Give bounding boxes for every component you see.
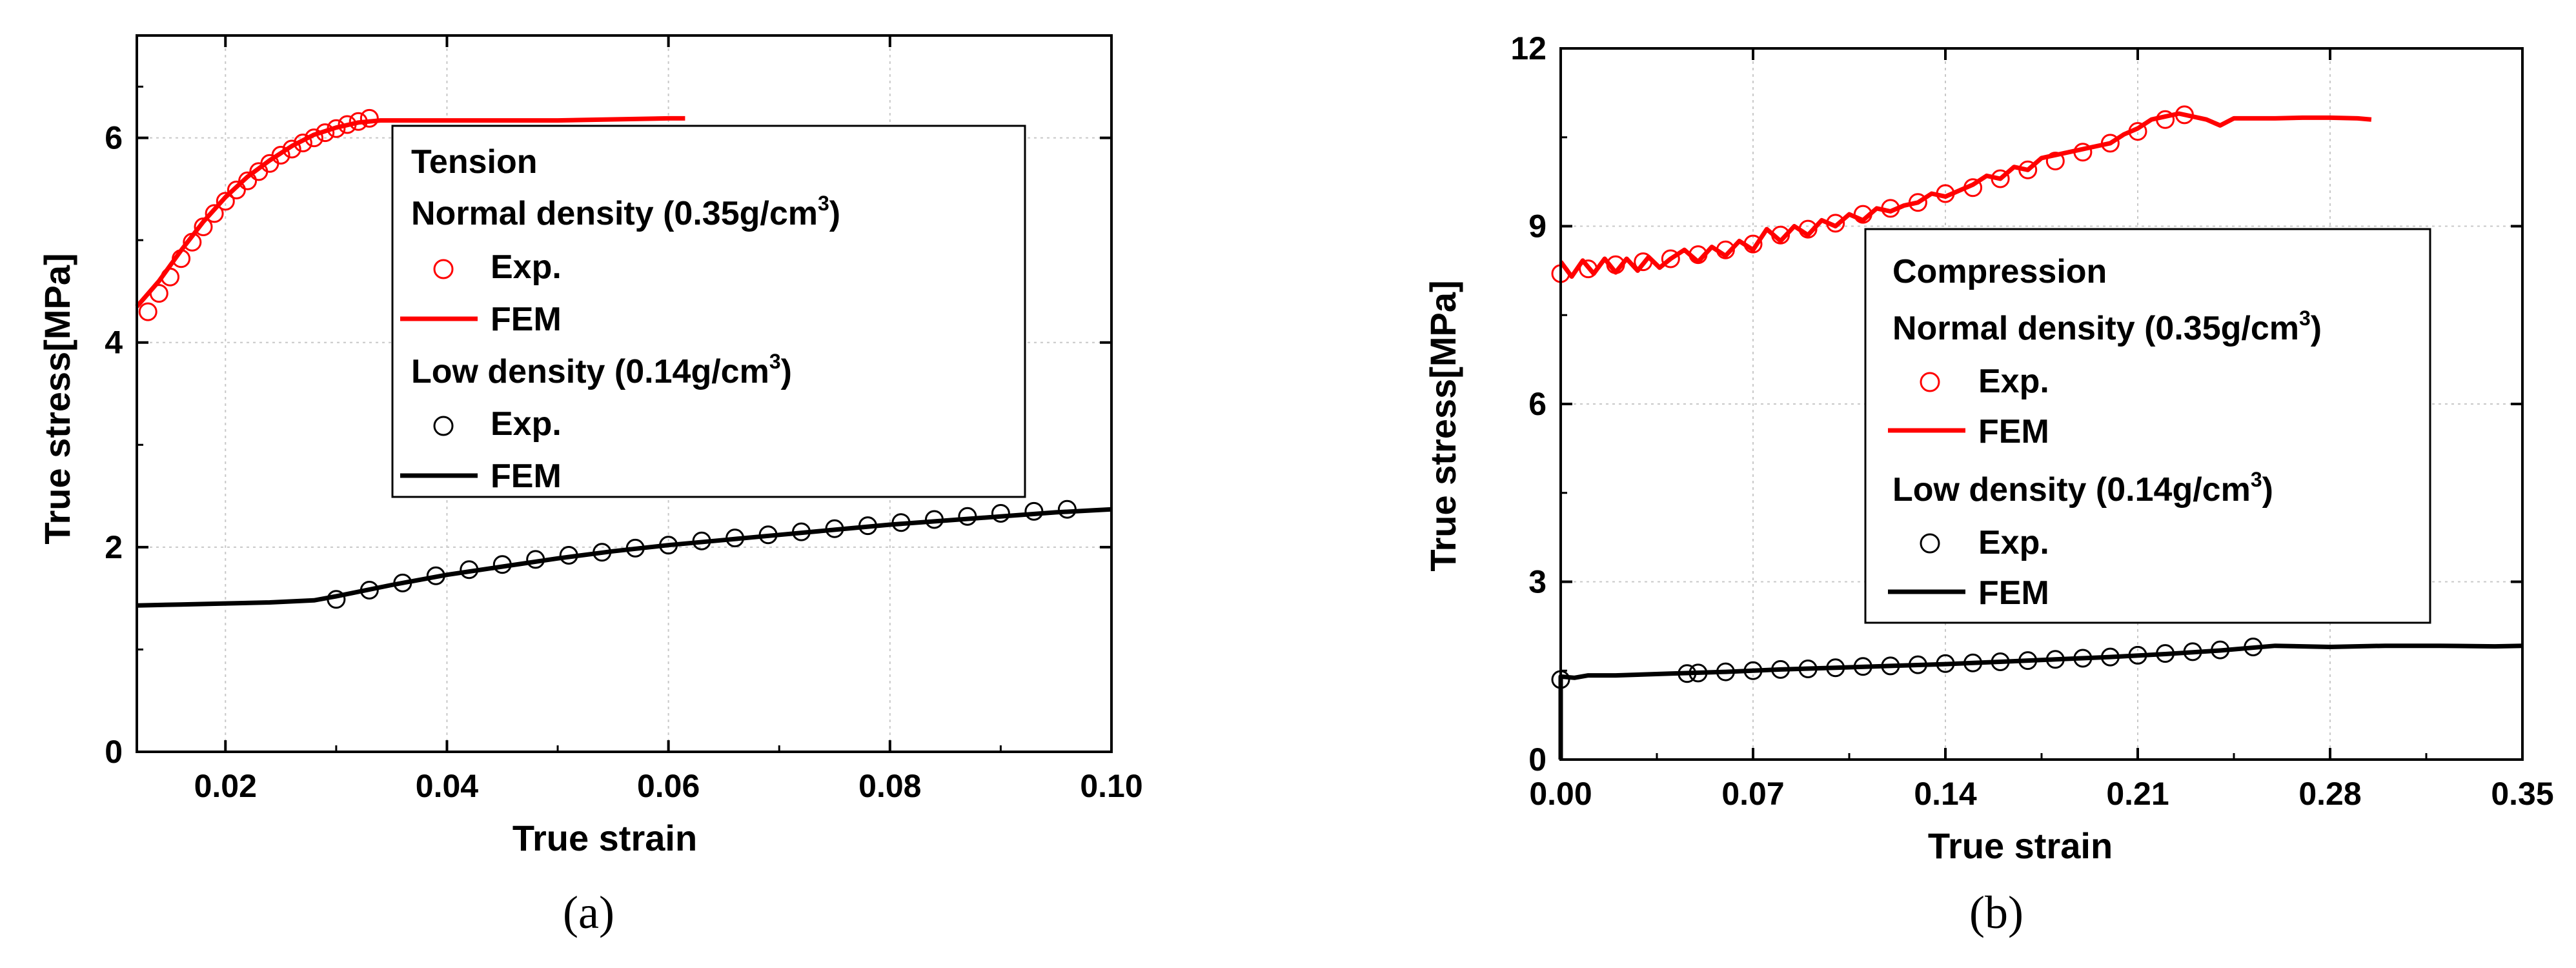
legend-normal-exp-label: Exp. — [1978, 363, 2049, 400]
legend-group-low-text: Low density (0.14g/cm — [1892, 471, 2251, 509]
data-point-normal-exp — [138, 302, 157, 321]
legend-group-normal: Normal density (0.35g/cm3) — [1892, 307, 2322, 347]
data-point-normal-exp — [205, 204, 224, 223]
series-layer — [1551, 105, 2523, 760]
y-axis-label: True stress[MPa] — [37, 253, 77, 544]
legend-group-low: Low density (0.14g/cm3) — [1892, 468, 2273, 509]
data-point-normal-exp — [360, 108, 379, 128]
panel-label: (b) — [1969, 887, 2023, 938]
chart-tension: 0.02 0.04 0.06 0.08 0.10 0 2 4 6 True strain Tru… — [37, 34, 1143, 938]
legend-group-normal-close: ) — [2311, 310, 2322, 347]
data-point-normal-exp — [227, 180, 246, 199]
y-axis-label: True stress[MPa] — [1423, 280, 1463, 571]
series-layer — [135, 108, 1112, 609]
x-tick-label: 0.07 — [1721, 776, 1784, 812]
legend-low-exp-label: Exp. — [491, 405, 562, 443]
legend-low-exp-label: Exp. — [1978, 524, 2049, 561]
series-line-low-fem — [136, 507, 1112, 608]
x-tick-label: 0.00 — [1529, 776, 1592, 812]
legend-low-exp-marker — [1920, 533, 1940, 554]
legend: Tension Normal density (0.35g/cm3) Exp. … — [391, 125, 1026, 498]
legend-low-fem-label: FEM — [491, 458, 562, 495]
x-axis-label: True strain — [1928, 825, 2113, 866]
legend-normal-exp-label: Exp. — [491, 248, 562, 286]
legend: Compression Normal density (0.35g/cm3) E… — [1864, 228, 2431, 624]
panel-label: (a) — [563, 887, 614, 938]
legend-group-normal: Normal density (0.35g/cm3) — [411, 192, 840, 232]
x-tick-label: 0.14 — [1914, 776, 1977, 812]
series-line-normal-fem — [1559, 111, 2372, 279]
y-tick-label: 12 — [1510, 30, 1547, 66]
legend-normal-exp-marker — [433, 259, 454, 279]
legend-group-normal-sup: 3 — [818, 192, 829, 215]
legend-normal-fem-label: FEM — [491, 301, 562, 338]
legend-normal-fem-label: FEM — [1978, 413, 2049, 450]
data-point-low-exp — [991, 504, 1010, 523]
axis-ticks: 0.02 0.04 0.06 0.08 0.10 0 2 4 6 — [105, 35, 1143, 804]
y-tick-label: 6 — [105, 120, 123, 156]
x-tick-label: 0.21 — [2106, 776, 2169, 812]
chart-compression: 0.00 0.07 0.14 0.21 0.28 0.35 0 3 6 9 12 True stra… — [1423, 30, 2554, 938]
x-tick-label: 0.08 — [858, 768, 921, 804]
data-point-normal-exp — [216, 192, 235, 211]
y-tick-label: 9 — [1528, 208, 1547, 245]
legend-box — [391, 125, 1026, 498]
legend-box — [1864, 228, 2431, 624]
legend-title: Tension — [411, 143, 537, 181]
legend-low-exp-marker — [433, 416, 454, 436]
x-tick-label: 0.02 — [194, 768, 257, 804]
y-tick-label: 0 — [105, 734, 123, 770]
x-tick-label: 0.10 — [1080, 768, 1142, 804]
x-axis-label: True strain — [512, 818, 697, 858]
legend-group-low: Low density (0.14g/cm3) — [411, 350, 792, 390]
legend-group-normal-text: Normal density (0.35g/cm — [411, 195, 818, 232]
legend-normal-exp-marker — [1920, 372, 1940, 392]
series-line-normal-fem — [135, 116, 685, 308]
x-tick-label: 0.35 — [2491, 776, 2553, 812]
data-point-normal-exp — [238, 171, 258, 190]
legend-group-low-sup: 3 — [2251, 468, 2262, 491]
data-point-normal-exp — [2045, 152, 2065, 170]
data-point-normal-exp — [1661, 249, 1680, 268]
y-tick-label: 0 — [1528, 741, 1547, 778]
legend-group-low-close: ) — [2262, 471, 2273, 509]
legend-group-normal-sup: 3 — [2299, 307, 2311, 330]
data-point-normal-exp — [271, 146, 290, 165]
y-tick-label: 6 — [1528, 386, 1547, 422]
y-tick-label: 4 — [105, 325, 123, 361]
series-line-low-fem — [1558, 643, 2523, 760]
grid-lines — [137, 35, 1111, 752]
legend-title: Compression — [1892, 253, 2107, 290]
x-tick-label: 0.04 — [416, 768, 479, 804]
x-tick-label: 0.06 — [637, 768, 700, 804]
y-tick-label: 3 — [1528, 564, 1547, 600]
legend-group-low-sup: 3 — [769, 350, 781, 373]
plot-frame — [136, 34, 1113, 753]
legend-group-normal-close: ) — [829, 195, 840, 232]
legend-group-normal-text: Normal density (0.35g/cm — [1892, 310, 2299, 347]
legend-low-fem-label: FEM — [1978, 574, 2049, 612]
x-tick-label: 0.28 — [2298, 776, 2361, 812]
legend-group-low-text: Low density (0.14g/cm — [411, 353, 769, 390]
axis-ticks: 0.00 0.07 0.14 0.21 0.28 0.35 0 3 6 9 12 — [1510, 30, 2553, 812]
y-tick-label: 2 — [105, 529, 123, 565]
legend-group-low-close: ) — [781, 353, 792, 390]
